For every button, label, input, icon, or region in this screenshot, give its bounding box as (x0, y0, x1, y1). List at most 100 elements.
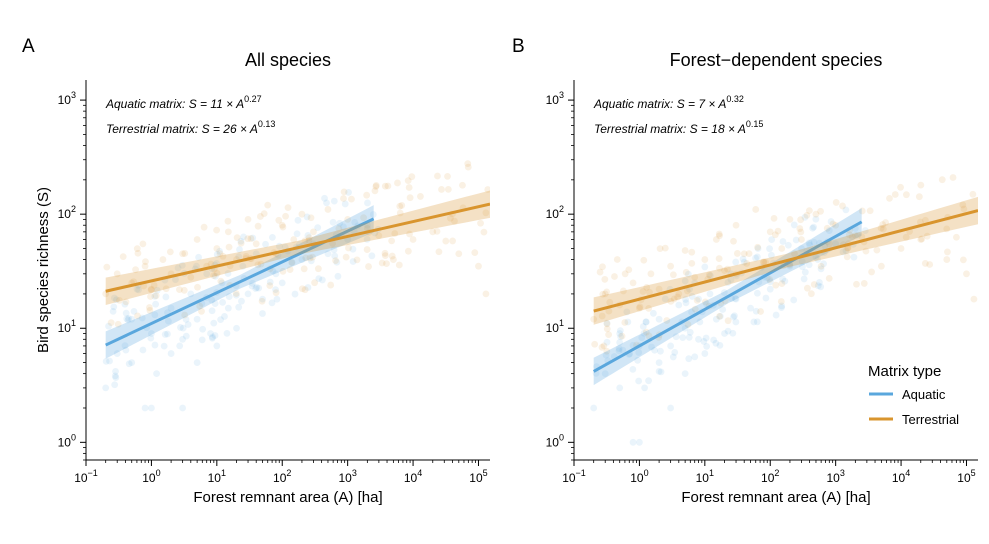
data-point-terrestrial (663, 317, 671, 324)
data-point-terrestrial (309, 253, 316, 261)
data-point-terrestrial (730, 237, 737, 245)
data-point-terrestrial (301, 237, 309, 245)
data-point-aquatic (331, 252, 339, 260)
plot-area (102, 160, 490, 412)
data-point-aquatic (224, 304, 232, 312)
data-point-terrestrial (107, 319, 115, 327)
data-point-terrestrial (286, 266, 294, 273)
data-point-aquatic (700, 338, 708, 345)
data-point-terrestrial (603, 325, 611, 333)
data-point-aquatic (651, 346, 658, 354)
data-point-aquatic (850, 253, 858, 261)
data-point-terrestrial (701, 256, 709, 263)
data-point-aquatic (810, 238, 818, 246)
data-point-terrestrial (716, 232, 723, 240)
data-point-terrestrial (409, 236, 417, 243)
data-point-aquatic (685, 333, 693, 341)
data-point-aquatic (278, 279, 286, 287)
data-point-aquatic (209, 333, 216, 341)
data-point-terrestrial (459, 181, 466, 189)
data-point-aquatic (801, 213, 809, 221)
data-point-aquatic (779, 238, 787, 245)
data-point-aquatic (164, 330, 171, 338)
data-point-terrestrial (797, 228, 805, 236)
data-point-terrestrial (279, 267, 287, 275)
data-point-terrestrial (298, 210, 306, 218)
data-point-aquatic (262, 240, 269, 248)
data-point-aquatic (790, 296, 798, 304)
data-point-aquatic (172, 276, 179, 283)
data-point-terrestrial (848, 233, 856, 241)
data-point-aquatic (638, 334, 646, 342)
data-point-terrestrial (398, 202, 406, 209)
data-point-aquatic (603, 338, 611, 346)
data-point-terrestrial (394, 179, 401, 187)
data-point-terrestrial (324, 206, 332, 213)
data-point-terrestrial (601, 275, 609, 283)
y-tick-label: 100 (58, 432, 76, 449)
data-point-terrestrial (237, 239, 245, 247)
data-point-aquatic (603, 319, 611, 327)
data-point-aquatic (784, 241, 792, 249)
data-point-aquatic (232, 291, 240, 299)
data-point-terrestrial (307, 214, 315, 222)
data-point-aquatic (330, 197, 338, 205)
data-point-terrestrial (256, 213, 264, 220)
x-tick-label: 104 (404, 468, 422, 485)
data-point-aquatic (238, 297, 245, 305)
data-point-aquatic (615, 345, 623, 352)
data-point-terrestrial (290, 236, 298, 243)
data-point-aquatic (740, 258, 748, 266)
data-point-aquatic (691, 353, 699, 361)
data-point-aquatic (778, 304, 785, 312)
data-point-terrestrial (353, 256, 361, 264)
data-point-terrestrial (670, 295, 678, 303)
data-point-aquatic (273, 295, 281, 303)
data-point-aquatic (179, 324, 187, 332)
data-point-aquatic (657, 368, 665, 376)
data-point-terrestrial (388, 252, 396, 260)
data-point-aquatic (636, 438, 643, 446)
data-point-terrestrial (335, 225, 343, 233)
data-point-aquatic (635, 349, 643, 356)
equation-annotation: Aquatic matrix: S = 11 × A0.27 (105, 94, 262, 111)
data-point-aquatic (601, 370, 609, 378)
data-point-aquatic (716, 312, 724, 320)
data-point-terrestrial (621, 319, 629, 326)
data-point-terrestrial (132, 266, 139, 274)
data-point-terrestrial (618, 332, 626, 340)
data-point-terrestrial (288, 259, 296, 266)
data-point-aquatic (314, 224, 322, 231)
data-point-terrestrial (693, 296, 701, 304)
x-tick-label: 10−1 (74, 468, 98, 485)
data-point-terrestrial (147, 286, 155, 294)
data-point-aquatic (809, 224, 817, 232)
data-point-aquatic (798, 258, 806, 266)
data-point-aquatic (732, 258, 740, 266)
data-point-terrestrial (959, 256, 967, 264)
data-point-aquatic (303, 213, 311, 221)
data-point-aquatic (315, 275, 323, 283)
data-point-terrestrial (278, 221, 286, 229)
data-point-terrestrial (122, 298, 130, 306)
data-point-aquatic (602, 351, 610, 359)
data-point-terrestrial (298, 285, 306, 293)
data-point-aquatic (675, 301, 683, 309)
legend-label-terrestrial: Terrestrial (902, 412, 959, 427)
data-point-terrestrial (716, 312, 723, 320)
data-point-terrestrial (224, 228, 232, 236)
data-point-aquatic (235, 253, 243, 261)
data-point-terrestrial (902, 191, 910, 199)
data-point-terrestrial (159, 256, 167, 263)
data-point-terrestrial (147, 293, 154, 300)
data-point-aquatic (167, 350, 175, 357)
data-point-aquatic (364, 199, 371, 207)
y-tick-label: 101 (58, 318, 76, 335)
data-point-aquatic (731, 312, 738, 320)
data-point-aquatic (223, 329, 231, 337)
data-point-aquatic (688, 308, 695, 316)
equation-annotation: Terrestrial matrix: S = 18 × A0.15 (594, 119, 763, 136)
data-point-aquatic (750, 318, 758, 326)
data-point-terrestrial (345, 244, 352, 252)
data-point-terrestrial (360, 214, 367, 222)
